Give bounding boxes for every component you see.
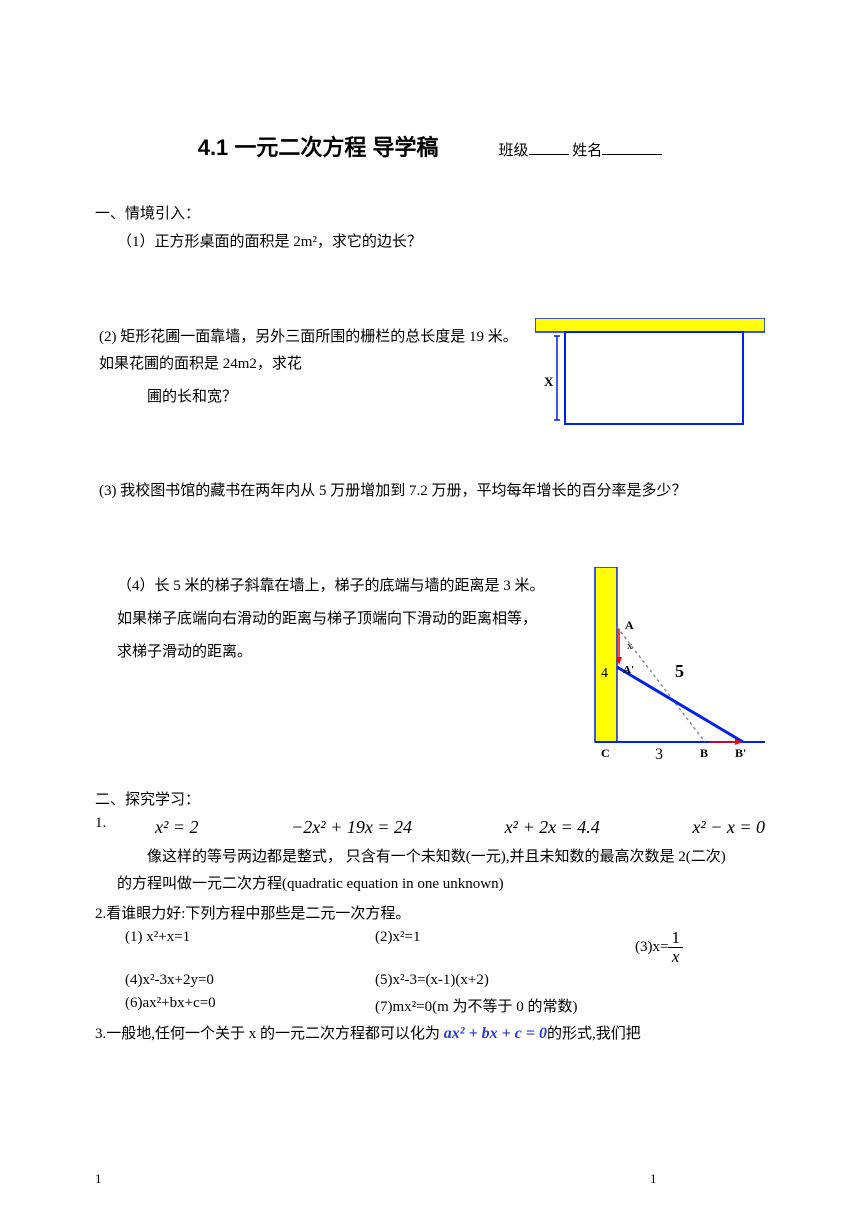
svg-text:A': A' xyxy=(623,664,634,676)
ladder-diagram: A x A' 4 5 C 3 B B' xyxy=(565,567,765,762)
section2-title: 二、探究学习： xyxy=(95,788,765,809)
svg-text:x: x xyxy=(627,640,633,652)
svg-text:3: 3 xyxy=(655,746,663,762)
opt-4: (4)x²-3x+2y=0 xyxy=(125,972,375,989)
page-footer: 1 1 xyxy=(0,1171,860,1187)
svg-text:4: 4 xyxy=(601,666,608,681)
fraction-icon: 1x xyxy=(668,929,683,966)
p3-b: 的形式,我们把 xyxy=(547,1026,641,1042)
worksheet-page: 4.1 一元二次方程 导学稿 班级 姓名 一、情境引入： （1）正方形桌面的面积… xyxy=(0,0,860,1215)
opt-7: (7)mx²=0(m 为不等于 0 的常数) xyxy=(375,995,715,1016)
options-row-1: (1) x²+x=1 (2)x²=1 (3)x=1x xyxy=(125,929,765,966)
general-form-formula: ax² + bx + c = 0 xyxy=(444,1025,547,1042)
equation-row: x² = 2 −2x² + 19x = 24 x² + 2x = 4.4 x² … xyxy=(125,815,765,844)
definition-a: 像这样的等号两边都是整式， 只含有一个未知数(一元),并且未知数的最高次数是 2… xyxy=(147,844,765,871)
page-title: 4.1 一元二次方程 导学稿 xyxy=(198,130,439,162)
svg-text:B: B xyxy=(700,746,708,760)
question-3: (3) 我校图书馆的藏书在两年内从 5 万册增加到 7.2 万册，平均每年增长的… xyxy=(99,478,765,505)
header-fields: 班级 姓名 xyxy=(499,139,663,160)
opt-2: (2)x²=1 xyxy=(375,929,635,966)
eq-3: x² + 2x = 4.4 xyxy=(505,817,600,838)
opt-5: (5)x²-3=(x-1)(x+2) xyxy=(375,972,635,989)
opt-1: (1) x²+x=1 xyxy=(125,929,375,966)
options-row-3: (6)ax²+bx+c=0 (7)mx²=0(m 为不等于 0 的常数) xyxy=(125,995,765,1016)
eq-2: −2x² + 19x = 24 xyxy=(291,817,412,838)
eq-4: x² − x = 0 xyxy=(692,817,765,838)
definition-b: 的方程叫做一元二次方程(quadratic equation in one un… xyxy=(117,871,765,898)
svg-text:C: C xyxy=(601,746,610,760)
question-1: （1）正方形桌面的面积是 2m²，求它的边长？ xyxy=(117,229,765,256)
eq-1: x² = 2 xyxy=(155,817,199,838)
section1-title: 一、情境引入： xyxy=(95,202,765,223)
opt-6: (6)ax²+bx+c=0 xyxy=(125,995,375,1016)
fence-diagram: X xyxy=(535,318,765,438)
question-2-block: X (2) 矩形花圃一面靠墙，另外三面所围的栅栏的总长度是 19 米。如果花圃的… xyxy=(95,318,765,438)
class-blank[interactable] xyxy=(529,140,569,155)
point-3: 3.一般地,任何一个关于 x 的一元二次方程都可以化为 ax² + bx + c… xyxy=(95,1022,765,1043)
svg-text:5: 5 xyxy=(675,661,684,681)
title-row: 4.1 一元二次方程 导学稿 班级 姓名 xyxy=(95,130,765,162)
footer-right: 1 xyxy=(430,1171,860,1187)
svg-text:A: A xyxy=(625,618,634,632)
p1-num: 1. xyxy=(95,815,125,844)
name-blank[interactable] xyxy=(602,140,662,155)
class-label: 班级 xyxy=(499,143,529,159)
svg-text:X: X xyxy=(544,374,554,389)
options-row-2: (4)x²-3x+2y=0 (5)x²-3=(x-1)(x+2) xyxy=(125,972,765,989)
opt-3-pre: (3)x= xyxy=(635,939,668,955)
svg-text:B': B' xyxy=(735,746,746,760)
point-1: 1. x² = 2 −2x² + 19x = 24 x² + 2x = 4.4 … xyxy=(95,815,765,844)
question-4-block: A x A' 4 5 C 3 B B' （4）长 5 米的梯子斜靠在墙上，梯子的… xyxy=(95,567,765,762)
opt-3: (3)x=1x xyxy=(635,929,765,966)
point-2: 2.看谁眼力好:下列方程中那些是二元一次方程。 xyxy=(95,902,765,923)
p3-a: 3.一般地,任何一个关于 x 的一元二次方程都可以化为 xyxy=(95,1026,444,1042)
footer-left: 1 xyxy=(0,1171,430,1187)
name-label: 姓名 xyxy=(572,143,602,159)
